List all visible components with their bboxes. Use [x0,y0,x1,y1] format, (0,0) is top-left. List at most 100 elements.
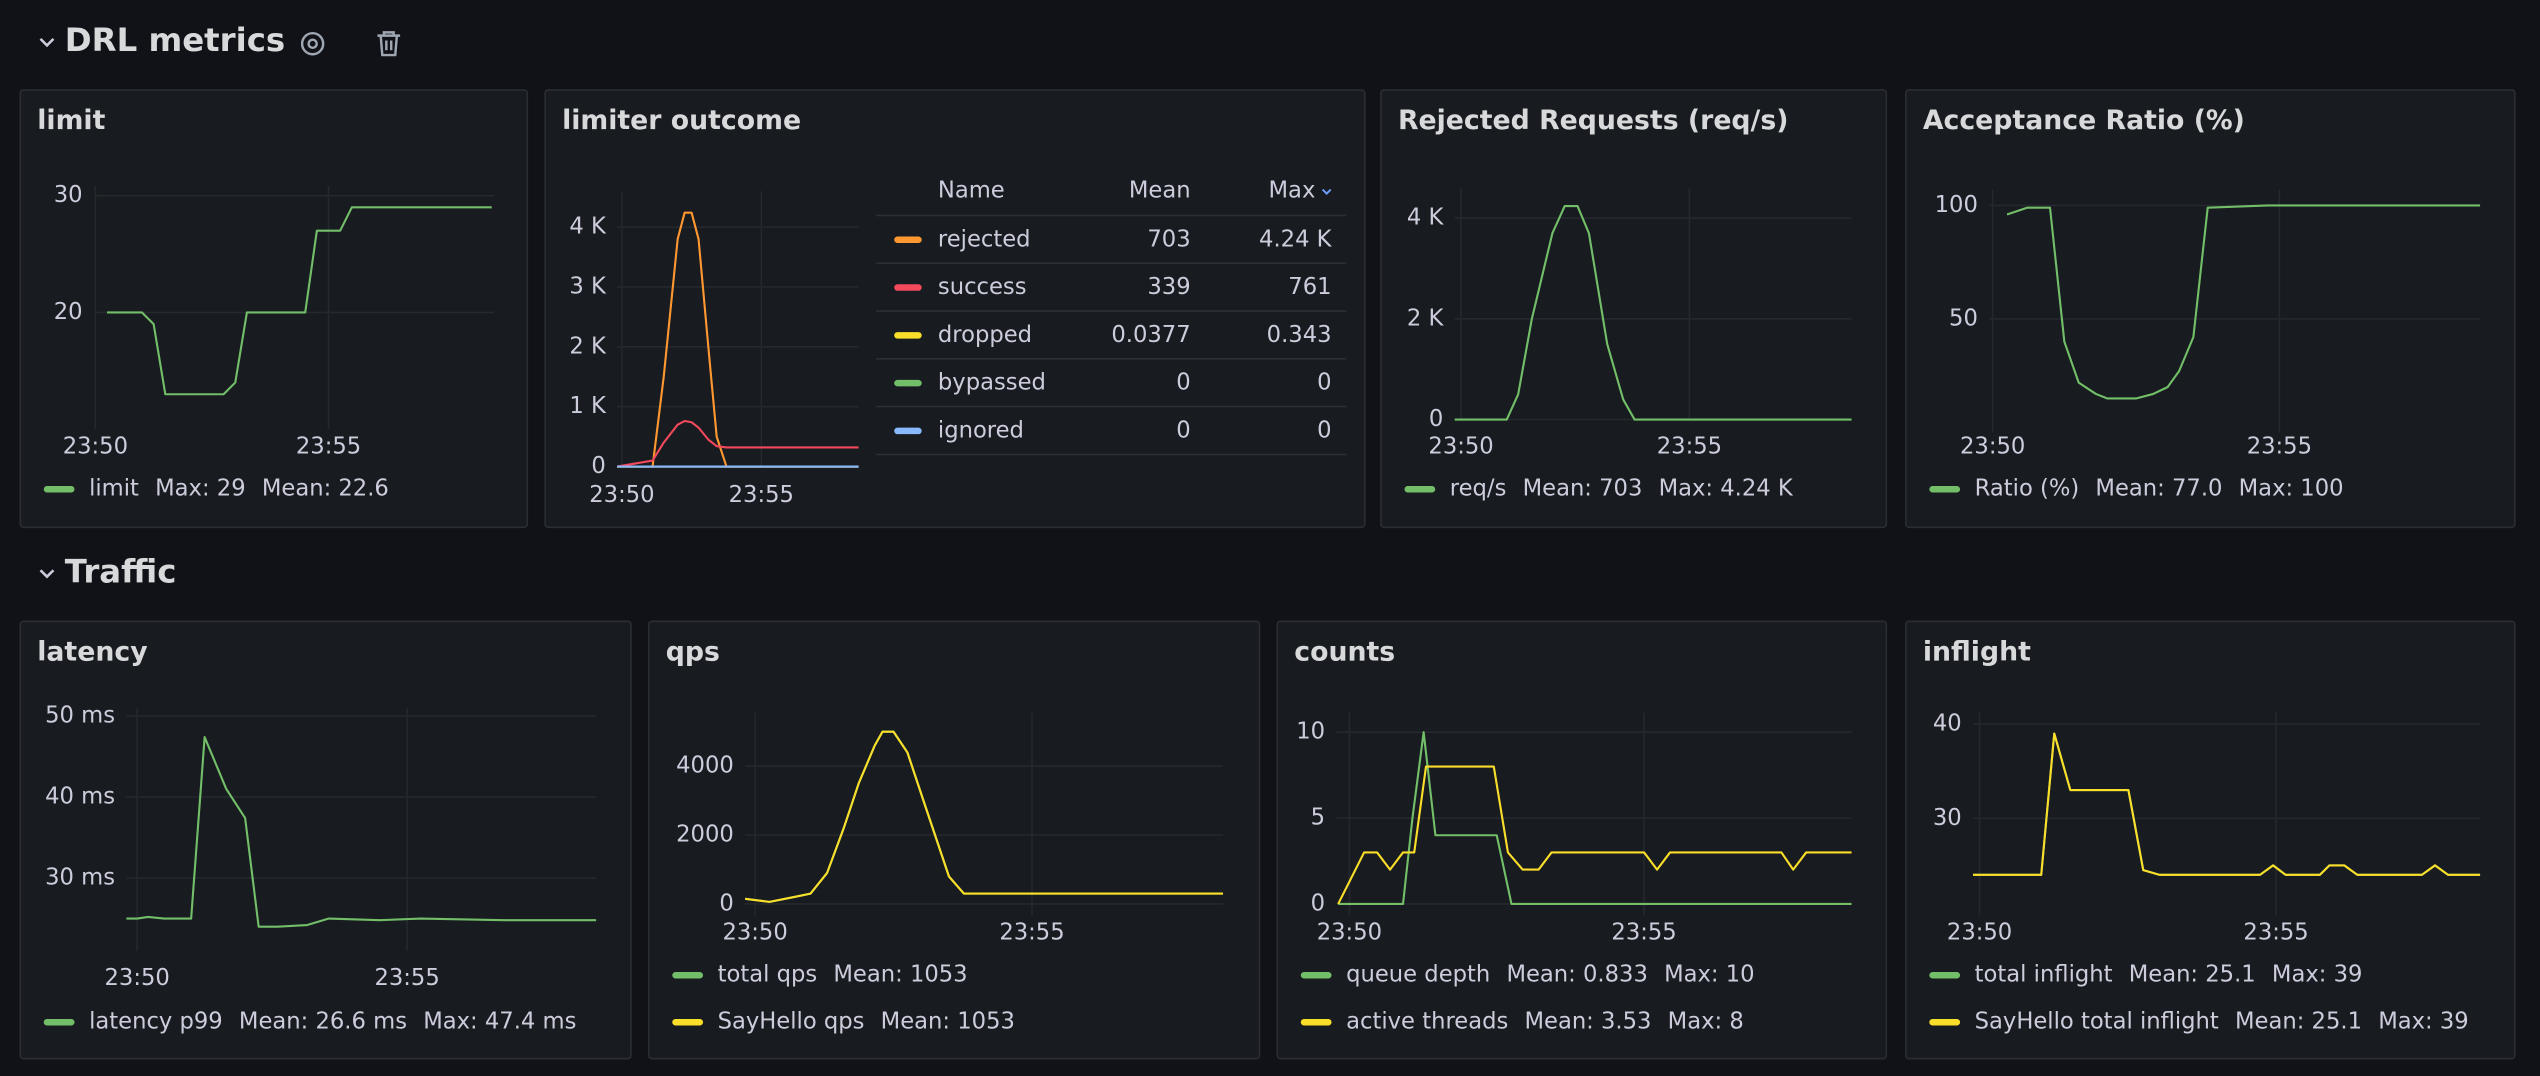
legend-stat: 0.0377 [1111,322,1190,348]
y-tick-label: 2000 [676,822,734,848]
y-tick-label: 40 [1933,711,1962,737]
x-tick-label: 23:55 [999,920,1064,946]
legend-stat: Mean: 26.6 ms [239,1009,407,1035]
legend-label: latency p99 [89,1009,223,1035]
legend-stat: 339 [1147,274,1190,300]
series-line [1337,765,1852,905]
panel-title: inflight [1923,636,2031,667]
y-tick-label: 0 [591,453,605,479]
legend-label: success [938,274,1027,300]
panel-title: latency [37,636,147,667]
legend-stat: 0 [1176,370,1190,396]
y-tick-label: 2 K [569,333,607,359]
y-tick-label: 3 K [569,273,607,299]
legend-stat: 703 [1147,226,1190,252]
legend-stat: Max: 10 [1664,962,1755,988]
series-line [1973,732,2481,876]
x-tick-label: 23:50 [722,920,787,946]
legend-label: ignored [938,417,1024,443]
y-tick-label: 30 [1933,805,1962,831]
legend-stat: Mean: 77.0 [2095,476,2222,502]
y-tick-label: 30 [54,182,83,208]
series-line [1338,731,1852,906]
legend-stat: Mean: 1053 [833,962,967,988]
panel-title: Rejected Requests (req/s) [1398,105,1788,136]
y-tick-label: 4 K [569,214,607,240]
y-tick-label: 100 [1935,192,1978,218]
series-line [107,206,492,396]
legend-label: req/s [1450,476,1507,502]
x-tick-label: 23:55 [296,434,361,460]
legend-label: rejected [938,226,1031,252]
y-tick-label: 4000 [676,753,734,779]
x-tick-label: 23:50 [105,965,170,991]
series-line [617,419,859,468]
sort-indicator [1321,188,1332,195]
y-tick-label: 30 ms [45,865,115,891]
x-tick-label: 23:50 [63,434,128,460]
row-title[interactable]: Traffic [65,552,177,590]
legend-stat: Max: 29 [155,476,246,502]
legend-header[interactable]: Max [1269,178,1316,204]
series-line [126,736,597,928]
legend-label: SayHello total inflight [1975,1009,2219,1035]
legend-stat: Mean: 703 [1523,476,1643,502]
y-tick-label: 5 [1311,805,1325,831]
y-tick-label: 0 [719,890,733,916]
legend-stat: Max: 8 [1668,1009,1744,1035]
legend-header[interactable]: Name [938,178,1005,204]
legend-stat: Max: 39 [2378,1009,2469,1035]
legend-stat: Max: 4.24 K [1659,476,1794,502]
x-tick-label: 23:50 [1317,920,1382,946]
panel [544,89,1366,529]
legend-stat: Max: 100 [2239,476,2344,502]
panel [1905,620,2516,1060]
panel-title: qps [666,636,720,667]
panel-title: Acceptance Ratio (%) [1923,105,2245,136]
legend-stat: Max: 47.4 ms [423,1009,576,1035]
x-tick-label: 23:55 [2243,920,2308,946]
series-line [2006,204,2481,400]
legend-stat: Max: 39 [2272,962,2363,988]
y-tick-label: 20 [54,299,83,325]
x-tick-label: 23:55 [1611,920,1676,946]
panel [19,620,632,1060]
legend-header[interactable]: Mean [1129,178,1191,204]
panel-title: limit [37,105,105,136]
y-tick-label: 0 [1311,890,1325,916]
panel-title: limiter outcome [562,105,801,136]
settings-icon[interactable] [300,31,325,56]
y-tick-label: 0 [1429,406,1443,432]
legend-stat: 0.343 [1267,322,1332,348]
x-tick-label: 23:55 [374,965,439,991]
y-tick-label: 2 K [1407,305,1445,331]
legend-label: total inflight [1975,962,2113,988]
x-tick-label: 23:50 [589,482,654,508]
panel-title: counts [1294,636,1395,667]
legend-label: bypassed [938,370,1046,396]
panel [1380,89,1888,529]
panel [19,89,529,529]
legend-label: active threads [1346,1009,1508,1035]
y-tick-label: 1 K [569,393,607,419]
panel [1905,89,2516,529]
legend-stat: 0 [1317,370,1331,396]
delete-icon[interactable] [377,31,401,57]
row-collapse[interactable] [39,569,55,579]
row-collapse[interactable] [39,37,55,48]
legend-label: SayHello qps [718,1009,865,1035]
series-line [745,730,1224,903]
legend-stat: 0 [1317,417,1331,443]
x-tick-label: 23:55 [2247,434,2312,460]
y-tick-label: 10 [1296,719,1325,745]
legend-label: limit [89,476,139,502]
y-tick-label: 4 K [1407,205,1445,231]
x-tick-label: 23:50 [1428,434,1493,460]
legend-stat: 0 [1176,417,1190,443]
row-title[interactable]: DRL metrics [65,21,285,59]
legend-stat: Mean: 3.53 [1524,1009,1651,1035]
legend-label: queue depth [1346,962,1490,988]
x-tick-label: 23:55 [729,482,794,508]
